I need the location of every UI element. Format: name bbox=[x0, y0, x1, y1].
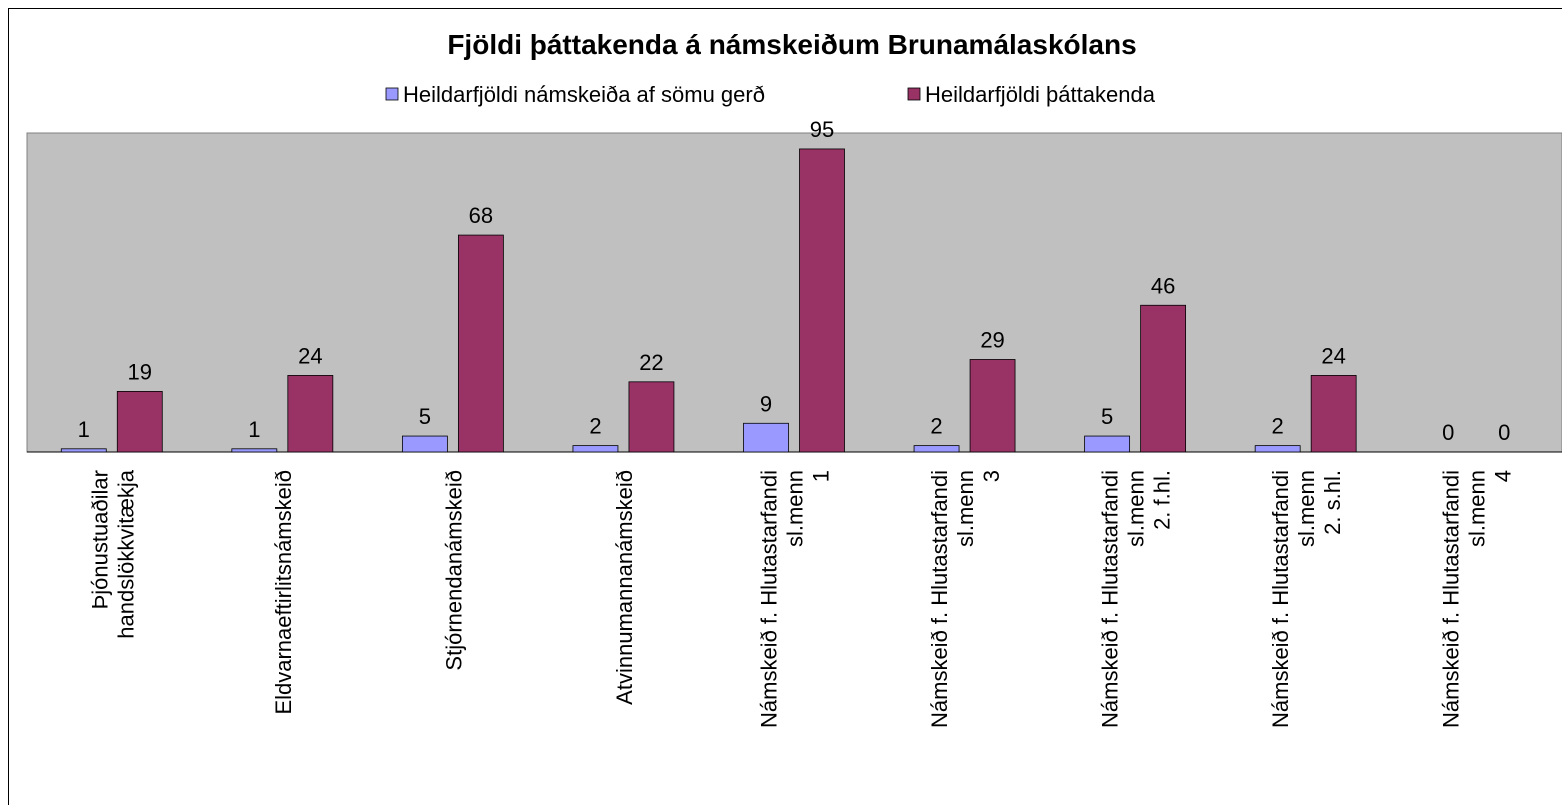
bar bbox=[1310, 375, 1357, 453]
data-label: 1 bbox=[78, 417, 90, 442]
x-tick-label: sl.menn bbox=[1294, 470, 1319, 547]
legend-swatch bbox=[385, 87, 399, 101]
bar bbox=[1140, 304, 1187, 453]
x-tick-label: Námskeið f. Hlutastarfandi bbox=[1268, 470, 1293, 728]
x-tick-label: sl.menn bbox=[1124, 470, 1149, 547]
bar bbox=[60, 448, 107, 453]
data-label: 9 bbox=[760, 391, 772, 416]
x-tick-label: Námskeið f. Hlutastarfandi bbox=[927, 470, 952, 728]
data-label: 68 bbox=[469, 203, 493, 228]
data-label: 22 bbox=[639, 350, 663, 375]
x-tick-label: sl.menn bbox=[783, 470, 808, 547]
x-tick-label: Námskeið f. Hlutastarfandi bbox=[1098, 470, 1123, 728]
x-tick-label: Námskeið f. Hlutastarfandi bbox=[1439, 470, 1464, 728]
bar bbox=[1254, 445, 1301, 453]
bar bbox=[116, 390, 163, 453]
data-label: 2 bbox=[930, 414, 942, 439]
plot-area bbox=[26, 132, 1562, 453]
data-label: 0 bbox=[1498, 420, 1510, 445]
data-label: 5 bbox=[1101, 404, 1113, 429]
data-label: 2 bbox=[589, 414, 601, 439]
legend-label: Heildarfjöldi námskeiða af sömu gerð bbox=[403, 82, 765, 107]
data-label: 46 bbox=[1151, 273, 1175, 298]
x-tick-label: 2. f.hl. bbox=[1150, 470, 1175, 530]
chart-title: Fjöldi þáttakenda á námskeiðum Brunamála… bbox=[447, 29, 1136, 60]
bar bbox=[401, 435, 448, 453]
data-label: 29 bbox=[980, 327, 1004, 352]
x-tick-label: 3 bbox=[979, 470, 1004, 482]
x-tick-label: Atvinnumannanámskeið bbox=[612, 470, 637, 705]
bar bbox=[231, 448, 278, 453]
bar bbox=[743, 422, 789, 453]
data-label: 1 bbox=[248, 417, 260, 442]
data-label: 19 bbox=[128, 359, 152, 384]
data-label: 95 bbox=[810, 117, 834, 142]
bar bbox=[969, 359, 1016, 453]
x-tick-label: handslökkvitækja bbox=[113, 469, 138, 639]
x-tick-label: Eldvarnaeftirlitsnámskeið bbox=[271, 470, 296, 715]
bar bbox=[628, 381, 675, 453]
x-tick-label: Stjórnendanámskeið bbox=[441, 470, 466, 671]
x-tick-label: 1 bbox=[809, 470, 834, 482]
x-tick-label: Þjónustuaðilar bbox=[87, 470, 112, 609]
bar bbox=[913, 445, 960, 453]
x-tick-label: Námskeið f. Hlutastarfandi bbox=[757, 470, 782, 728]
legend-label: Heildarfjöldi þáttakenda bbox=[925, 82, 1156, 107]
legend-swatch bbox=[907, 87, 921, 101]
bar bbox=[457, 234, 504, 453]
data-label: 0 bbox=[1442, 420, 1454, 445]
x-tick-label: sl.menn bbox=[953, 470, 978, 547]
bar bbox=[799, 148, 845, 453]
bar bbox=[572, 445, 619, 453]
data-label: 2 bbox=[1272, 414, 1284, 439]
data-label: 24 bbox=[298, 343, 322, 368]
bar bbox=[287, 375, 334, 453]
bar bbox=[1084, 435, 1131, 453]
data-label: 24 bbox=[1321, 343, 1345, 368]
x-tick-label: 2. s.hl. bbox=[1320, 470, 1345, 535]
x-tick-label: 4 bbox=[1491, 470, 1516, 482]
data-label: 5 bbox=[419, 404, 431, 429]
x-tick-label: sl.menn bbox=[1465, 470, 1490, 547]
